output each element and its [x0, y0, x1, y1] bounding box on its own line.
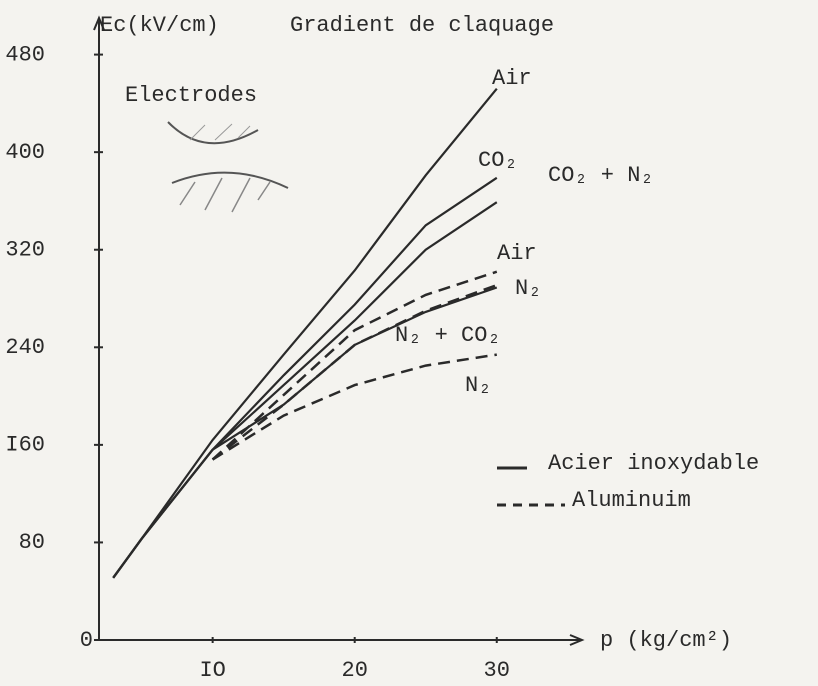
y-tick-label: 480 — [5, 42, 45, 67]
series-label: Air — [497, 241, 537, 266]
electrode-sketch — [167, 121, 289, 213]
y-tick-label: 320 — [5, 238, 45, 263]
series-label: N₂ — [515, 276, 541, 301]
series-label: CO₂ + N₂ — [548, 163, 654, 188]
series-line — [112, 201, 498, 579]
series-line — [112, 176, 498, 579]
y-axis — [93, 15, 105, 640]
x-tick-label: IO — [199, 658, 225, 683]
y-axis-title: Ec(kV/cm) — [100, 13, 219, 38]
x-axis — [99, 634, 585, 646]
series-label: CO₂ — [478, 148, 518, 173]
x-tick-label: 20 — [342, 658, 368, 683]
y-tick-label: 0 — [80, 628, 93, 653]
annotation: Electrodes — [125, 83, 257, 108]
x-axis-title: p (kg/cm²) — [600, 628, 732, 653]
series-line — [211, 270, 498, 461]
y-tick-label: 400 — [5, 140, 45, 165]
chart-title: Gradient de claquage — [290, 13, 554, 38]
y-tick-label: 240 — [5, 335, 45, 360]
x-tick-label: 30 — [484, 658, 510, 683]
legend-label: Aluminuim — [572, 488, 691, 513]
series-line — [211, 353, 497, 461]
series-label: N₂ + CO₂ — [395, 323, 501, 348]
series-label: N₂ — [465, 373, 491, 398]
series-line — [211, 283, 498, 461]
y-tick-label: I60 — [5, 433, 45, 458]
series-label: Air — [492, 66, 532, 91]
y-tick-label: 80 — [19, 530, 45, 555]
legend-label: Acier inoxydable — [548, 451, 759, 476]
series-line — [112, 286, 498, 579]
